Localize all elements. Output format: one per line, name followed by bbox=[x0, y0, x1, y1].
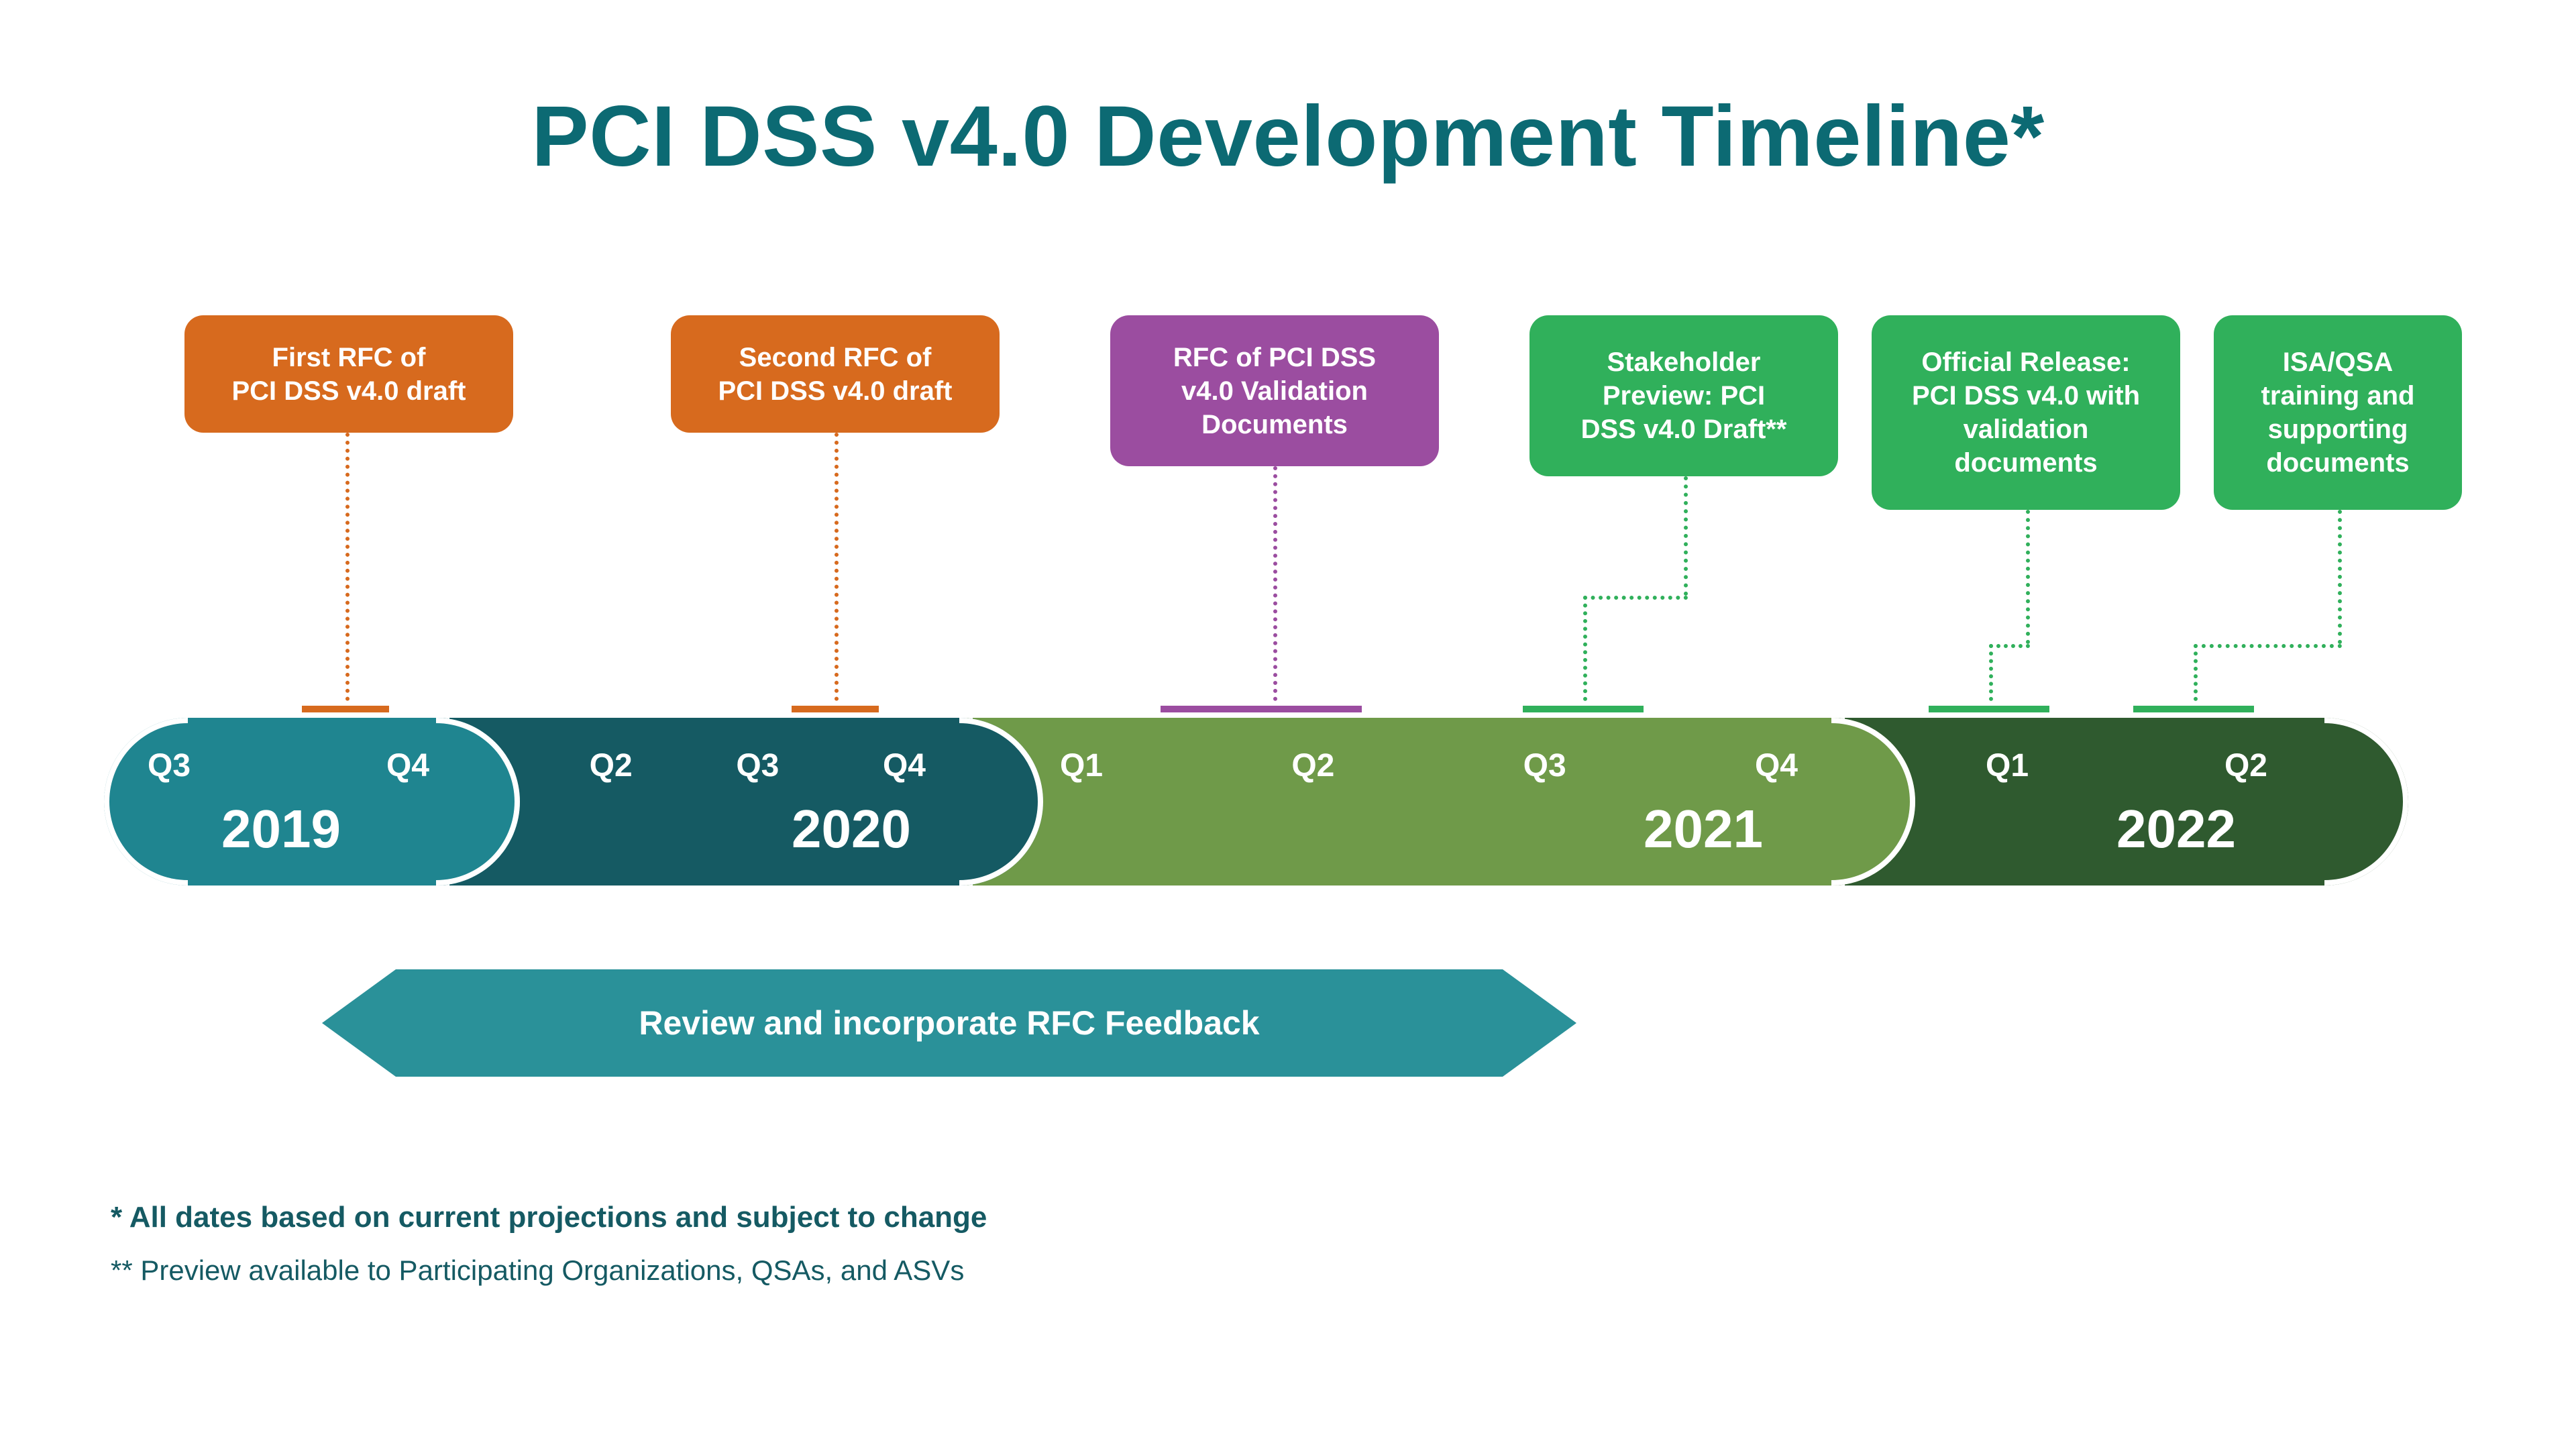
quarter-label: Q3 bbox=[736, 747, 779, 784]
event-val-rfc: RFC of PCI DSSv4.0 ValidationDocuments bbox=[1110, 315, 1439, 466]
connector bbox=[2194, 644, 2198, 701]
event-isa-qsa: ISA/QSAtraining andsupportingdocuments bbox=[2214, 315, 2462, 510]
event-tick bbox=[792, 706, 879, 712]
event-rfc2: Second RFC ofPCI DSS v4.0 draft bbox=[671, 315, 1000, 433]
connector bbox=[2194, 644, 2342, 648]
footnote-1: * All dates based on current projections… bbox=[111, 1201, 987, 1234]
quarter-label: Q2 bbox=[2224, 747, 2267, 784]
event-release: Official Release:PCI DSS v4.0 withvalida… bbox=[1872, 315, 2180, 510]
ribbon-arrow-right-icon bbox=[1503, 969, 1576, 1077]
connector bbox=[2026, 510, 2030, 644]
connector bbox=[835, 433, 839, 701]
footnote-2: ** Preview available to Participating Or… bbox=[111, 1254, 964, 1287]
quarter-label: Q4 bbox=[1755, 747, 1798, 784]
quarter-label: Q4 bbox=[386, 747, 429, 784]
year-label: 2019 bbox=[221, 798, 341, 860]
quarter-label: Q3 bbox=[1523, 747, 1566, 784]
event-tick bbox=[1161, 706, 1362, 712]
event-rfc1: First RFC ofPCI DSS v4.0 draft bbox=[184, 315, 513, 433]
quarter-label: Q3 bbox=[148, 747, 191, 784]
review-ribbon: Review and incorporate RFC Feedback bbox=[322, 969, 1576, 1077]
quarter-label: Q2 bbox=[590, 747, 633, 784]
ribbon-arrow-left-icon bbox=[322, 969, 396, 1077]
connector bbox=[1989, 644, 1993, 701]
quarter-label: Q2 bbox=[1291, 747, 1334, 784]
year-label: 2020 bbox=[792, 798, 911, 860]
connector bbox=[1583, 596, 1587, 701]
event-tick bbox=[302, 706, 389, 712]
connector bbox=[345, 433, 350, 701]
connector bbox=[1989, 644, 2030, 648]
quarter-label: Q1 bbox=[1060, 747, 1103, 784]
event-preview: StakeholderPreview: PCIDSS v4.0 Draft** bbox=[1529, 315, 1838, 476]
connector bbox=[1583, 596, 1688, 600]
connector bbox=[2338, 510, 2342, 644]
quarter-label: Q1 bbox=[1986, 747, 2029, 784]
ribbon-label: Review and incorporate RFC Feedback bbox=[396, 969, 1503, 1077]
event-tick bbox=[1523, 706, 1644, 712]
page-title: PCI DSS v4.0 Development Timeline* bbox=[0, 87, 2576, 186]
connector bbox=[1273, 466, 1277, 701]
year-label: 2021 bbox=[1644, 798, 1763, 860]
timeline-infographic: PCI DSS v4.0 Development Timeline* Q1 Q2 2… bbox=[0, 0, 2576, 1449]
quarter-labels: Q1 Q2 Q3 Q4 bbox=[1060, 747, 1798, 784]
event-tick bbox=[2133, 706, 2254, 712]
quarter-label: Q4 bbox=[883, 747, 926, 784]
connector bbox=[1684, 476, 1688, 596]
timeline-segment-2019: Q3 Q4 2019 bbox=[104, 718, 520, 885]
quarter-labels: Q1 Q2 bbox=[1986, 747, 2267, 784]
year-label: 2022 bbox=[2116, 798, 2236, 860]
quarter-labels: Q3 Q4 bbox=[148, 747, 429, 784]
event-tick bbox=[1929, 706, 2049, 712]
